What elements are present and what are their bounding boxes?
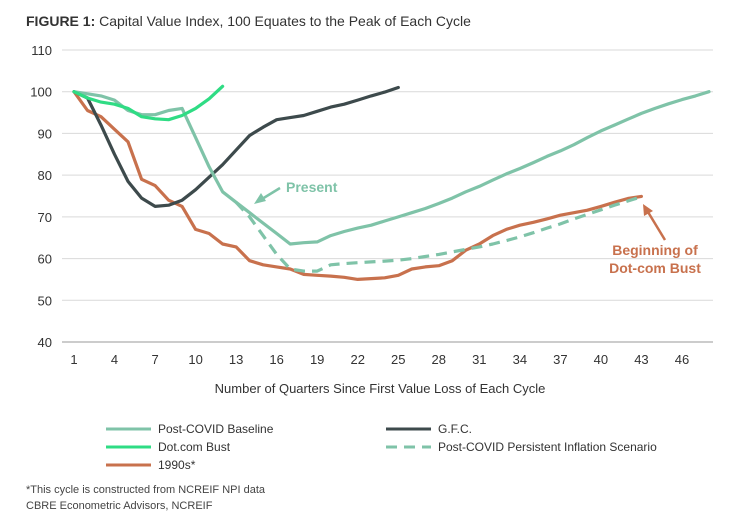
legend-label: Post-COVID Baseline xyxy=(158,422,274,436)
x-tick-label: 25 xyxy=(391,352,405,367)
x-tick-label: 34 xyxy=(513,352,527,367)
x-tick-label: 37 xyxy=(553,352,567,367)
gridlines xyxy=(62,49,713,343)
x-tick-label: 46 xyxy=(675,352,689,367)
x-tick-label: 13 xyxy=(229,352,243,367)
y-tick-label: 70 xyxy=(38,210,52,225)
x-tick-label: 22 xyxy=(350,352,364,367)
x-axis: 1 4 7 10 13 16 19 22 25 28 31 34 37 40 43 46 xyxy=(70,352,689,367)
series-lines xyxy=(72,84,711,281)
x-tick-label: 4 xyxy=(111,352,118,367)
x-tick-label: 19 xyxy=(310,352,324,367)
x-tick-label: 31 xyxy=(472,352,486,367)
y-tick-label: 40 xyxy=(38,335,52,350)
x-axis-label: Number of Quarters Since First Value Los… xyxy=(215,381,546,396)
series-line-3 xyxy=(234,195,642,273)
y-tick-label: 80 xyxy=(38,168,52,183)
y-tick-label: 60 xyxy=(38,252,52,267)
legend-label: Dot.com Bust xyxy=(158,440,231,454)
dotcom-label-line2: Dot-com Bust xyxy=(609,260,701,276)
present-arrow-line xyxy=(261,186,281,201)
legend-label: Post-COVID Persistent Inflation Scenario xyxy=(438,440,657,454)
x-tick-label: 16 xyxy=(269,352,283,367)
y-tick-label: 110 xyxy=(31,43,52,58)
present-arrow-head xyxy=(254,193,266,204)
source-note: CBRE Econometric Advisors, NCREIF xyxy=(26,500,213,512)
y-tick-label: 100 xyxy=(30,85,52,100)
x-tick-label: 40 xyxy=(594,352,608,367)
series-line-1 xyxy=(72,85,400,208)
x-tick-label: 10 xyxy=(188,352,202,367)
chart-title: FIGURE 1: Capital Value Index, 100 Equat… xyxy=(26,13,471,29)
legend-label: G.F.C. xyxy=(438,422,472,436)
series-line-0 xyxy=(72,90,711,246)
series-line-2 xyxy=(72,84,225,122)
legend-label: 1990s* xyxy=(158,458,196,472)
x-tick-label: 28 xyxy=(432,352,446,367)
series-line-4 xyxy=(72,90,644,281)
x-tick-label: 7 xyxy=(151,352,158,367)
dotcom-arrow-line xyxy=(646,211,667,241)
footnote: *This cycle is constructed from NCREIF N… xyxy=(26,484,266,496)
x-tick-label: 43 xyxy=(634,352,648,367)
y-axis: 40 50 60 70 80 90 100 110 xyxy=(30,43,52,350)
chart-title-text: Capital Value Index, 100 Equates to the … xyxy=(99,13,471,29)
y-tick-label: 90 xyxy=(38,126,52,141)
annotations: Present Beginning of Dot-com Bust xyxy=(254,179,701,276)
dotcom-arrow-head xyxy=(643,204,653,216)
y-tick-label: 50 xyxy=(38,293,52,308)
chart-title-prefix: FIGURE 1: xyxy=(26,13,95,29)
x-tick-label: 1 xyxy=(70,352,77,367)
legend: Post-COVID Baseline G.F.C. Dot.com Bust Pos… xyxy=(106,422,657,472)
dotcom-label-line1: Beginning of xyxy=(612,242,698,258)
present-label: Present xyxy=(286,179,338,195)
